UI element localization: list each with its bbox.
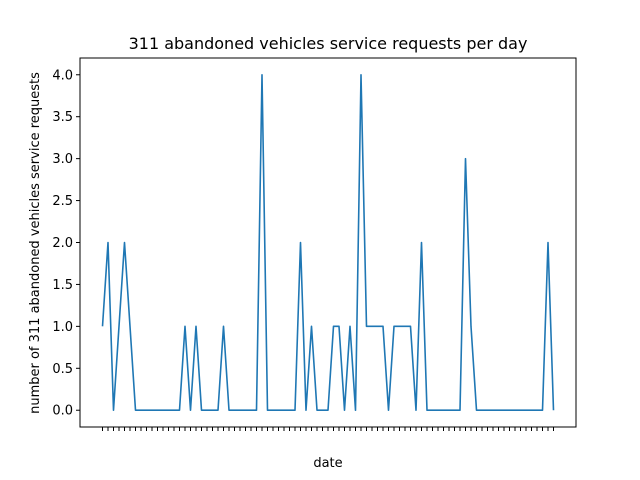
y-axis-label: number of 311 abandoned vehicles service… (28, 72, 43, 414)
y-axis: 0.0 0.5 1.0 1.5 2.0 2.5 3.0 3.5 4.0 (52, 68, 80, 419)
y-tick-label: 1.0 (52, 320, 73, 335)
y-tick-label: 2.0 (52, 236, 73, 251)
y-tick-label: 4.0 (52, 68, 73, 83)
plot-area: 0.0 0.5 1.0 1.5 2.0 2.5 3.0 3.5 4.0 (52, 57, 577, 431)
series-line (101, 73, 555, 412)
y-tick-label: 3.0 (52, 152, 73, 167)
y-tick-label: 1.5 (52, 278, 73, 293)
y-tick-label: 3.5 (52, 110, 73, 125)
x-axis-label: date (313, 456, 342, 471)
chart-title: 311 abandoned vehicles service requests … (129, 34, 528, 53)
y-tick-label: 0.0 (52, 404, 73, 419)
y-tick-label: 0.5 (52, 362, 73, 377)
x-axis (102, 427, 554, 431)
y-tick-label: 2.5 (52, 194, 73, 209)
